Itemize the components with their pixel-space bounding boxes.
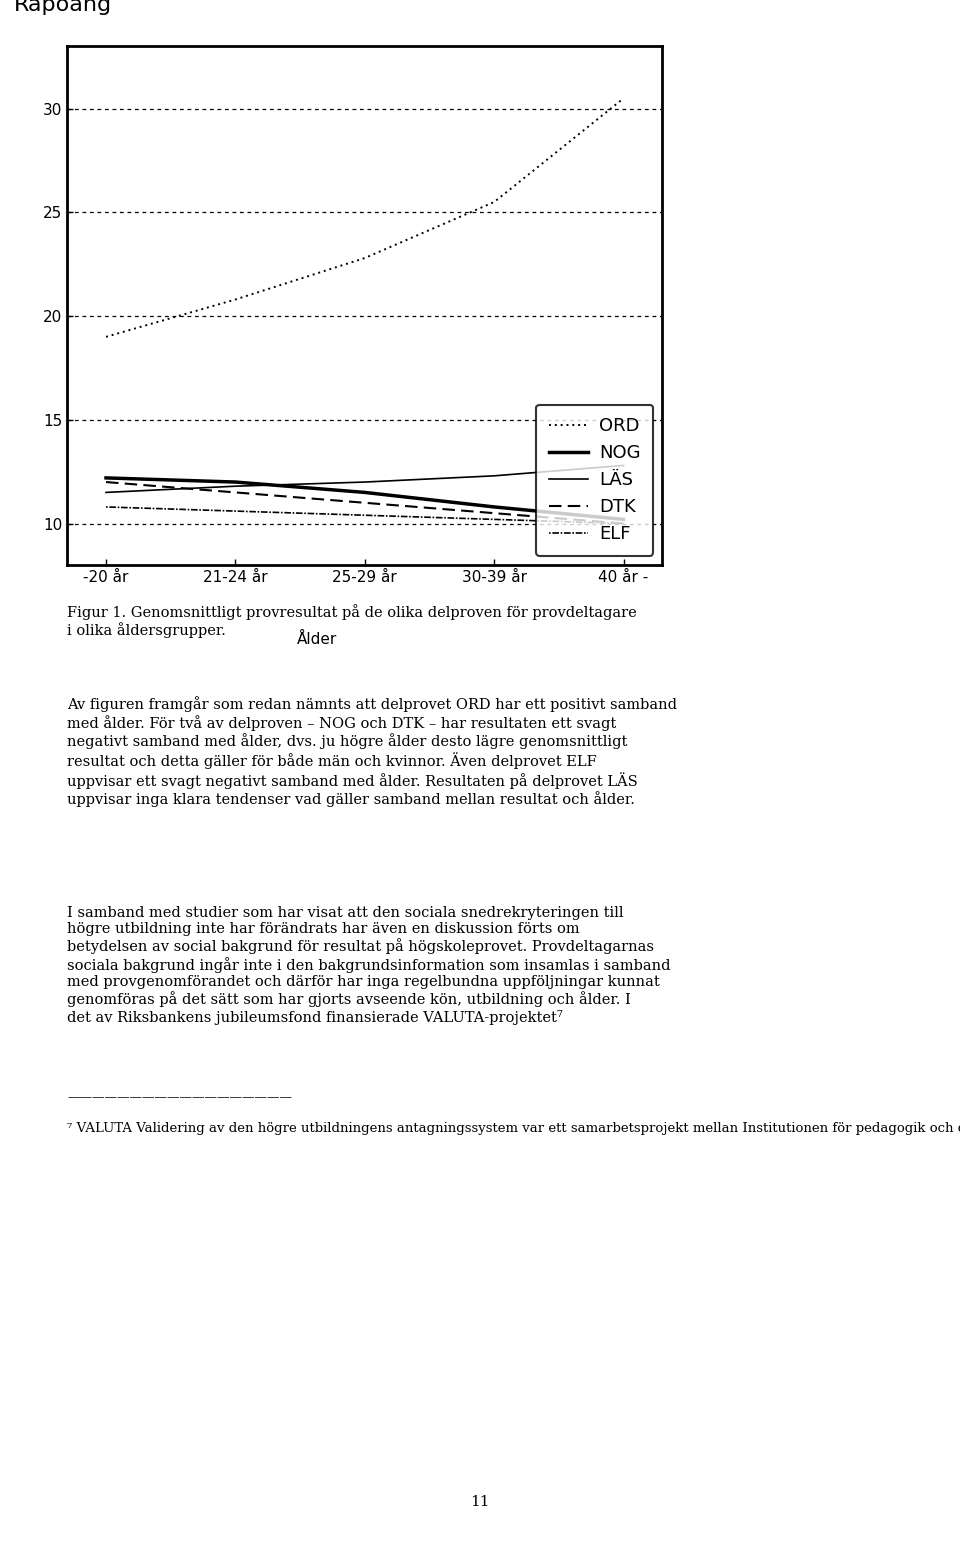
Text: Av figuren framgår som redan nämnts att delprovet ORD har ett positivt samband
m: Av figuren framgår som redan nämnts att … [67,697,677,807]
Text: 11: 11 [470,1495,490,1509]
Text: Ålder: Ålder [297,633,337,647]
Text: Figur 1. Genomsnittligt provresultat på de olika delproven för provdeltagare
i o: Figur 1. Genomsnittligt provresultat på … [67,604,636,638]
Text: Råpoäng: Råpoäng [13,0,111,15]
Text: I samband med studier som har visat att den sociala snedrekryteringen till
högre: I samband med studier som har visat att … [67,906,671,1025]
Text: ⁷ VALUTA Validering av den högre utbildningens antagningssystem var ett samarbet: ⁷ VALUTA Validering av den högre utbildn… [67,1122,960,1135]
Text: ——————————————————: —————————————————— [67,1091,292,1104]
Legend: ORD, NOG, LÄS, DTK, ELF: ORD, NOG, LÄS, DTK, ELF [536,404,654,556]
